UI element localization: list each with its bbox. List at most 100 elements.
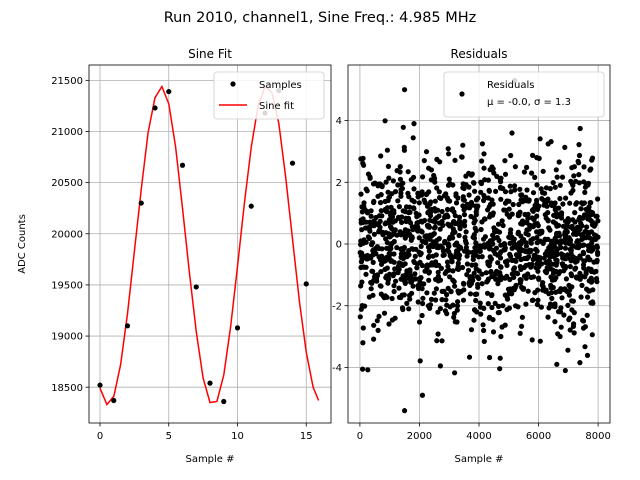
residual-point xyxy=(567,287,573,293)
residual-point xyxy=(534,229,540,235)
residual-point xyxy=(585,254,591,260)
residual-point xyxy=(521,273,528,279)
residual-point xyxy=(396,204,402,210)
residual-point xyxy=(572,210,578,216)
residual-point xyxy=(528,237,534,243)
residual-point xyxy=(431,225,438,231)
residual-point xyxy=(529,215,535,221)
residual-point xyxy=(435,207,441,213)
residual-point xyxy=(536,276,542,282)
sine-fit-panel: 0 5 10 15 18500 19000 19500 20000 20500 21000 2150… xyxy=(17,47,332,465)
residual-point xyxy=(501,247,507,253)
residual-point xyxy=(507,251,513,257)
residual-point xyxy=(401,144,407,150)
residual-point xyxy=(368,253,374,259)
residual-point xyxy=(368,286,374,292)
residual-point xyxy=(547,252,553,258)
residual-point xyxy=(439,297,445,303)
residual-point xyxy=(570,217,576,223)
residual-point xyxy=(412,253,418,259)
residual-point xyxy=(386,252,393,258)
residual-point xyxy=(464,261,470,267)
residual-point xyxy=(413,210,419,216)
residual-point xyxy=(442,308,448,314)
residual-point xyxy=(547,227,553,233)
residual-outlier-point xyxy=(401,408,408,414)
residual-point xyxy=(504,273,510,279)
residual-point xyxy=(458,245,464,251)
residual-point xyxy=(490,210,496,216)
residual-point xyxy=(509,211,515,217)
residual-point xyxy=(502,158,508,164)
residual-point xyxy=(579,237,585,243)
residual-point xyxy=(408,273,414,279)
residual-point xyxy=(517,330,523,336)
residual-point xyxy=(441,193,447,199)
residual-point xyxy=(415,228,421,234)
residual-point xyxy=(445,198,451,204)
residual-point xyxy=(447,274,453,280)
residual-point xyxy=(424,290,430,296)
residual-point xyxy=(451,228,457,234)
residual-point xyxy=(446,151,452,157)
residual-point xyxy=(389,226,395,232)
residual-point xyxy=(361,200,367,206)
residual-point xyxy=(455,299,461,305)
residual-point xyxy=(504,211,510,217)
residual-point xyxy=(563,240,569,246)
residual-point xyxy=(588,166,594,172)
residual-point xyxy=(383,179,389,185)
residual-point xyxy=(453,200,460,206)
residual-point xyxy=(385,163,391,169)
x-tick-label: 5 xyxy=(166,431,172,442)
residual-point xyxy=(511,265,518,271)
residual-point xyxy=(498,196,504,202)
residual-point xyxy=(466,280,472,286)
residual-point xyxy=(415,219,421,226)
residual-point xyxy=(367,175,373,181)
y-axis-label: ADC Counts xyxy=(17,214,28,274)
residual-point xyxy=(581,265,587,271)
residual-point xyxy=(368,208,374,214)
sample-point xyxy=(221,398,227,405)
residual-point xyxy=(585,231,592,237)
residual-point xyxy=(502,171,509,177)
residual-point xyxy=(487,214,493,220)
residual-point xyxy=(358,241,364,248)
residual-point xyxy=(416,200,422,206)
residual-point xyxy=(387,233,394,239)
y-tick-label: 21500 xyxy=(51,76,83,87)
residual-point xyxy=(530,152,536,158)
residual-point xyxy=(437,277,444,283)
residual-point xyxy=(562,245,569,251)
y-tick-label: -2 xyxy=(332,301,342,312)
residual-point xyxy=(385,277,391,283)
residual-point xyxy=(511,274,517,280)
residual-point xyxy=(562,286,568,292)
residual-point xyxy=(426,269,432,275)
residual-point xyxy=(582,274,588,280)
residual-point xyxy=(446,249,452,255)
residual-point xyxy=(473,262,479,268)
residual-point xyxy=(391,238,397,245)
residual-point xyxy=(524,187,530,193)
y-tick-label: -4 xyxy=(332,363,342,374)
residual-point xyxy=(577,360,583,366)
residual-point xyxy=(432,219,438,225)
residual-point xyxy=(569,181,575,187)
residual-point xyxy=(493,276,499,282)
residual-point xyxy=(577,255,583,261)
residual-point xyxy=(473,297,479,304)
residual-point xyxy=(479,271,485,277)
residual-point xyxy=(409,290,415,296)
residual-point xyxy=(418,275,424,281)
residual-point xyxy=(528,274,534,280)
legend: Residuals μ = -0.0, σ = 1.3 xyxy=(443,71,605,118)
residual-point xyxy=(483,270,489,276)
x-tick-label: 10 xyxy=(231,431,244,442)
residual-point xyxy=(452,254,458,260)
residual-point xyxy=(567,264,573,270)
y-tick-label: 4 xyxy=(336,116,342,127)
residual-point xyxy=(432,179,438,185)
residual-point xyxy=(559,174,566,180)
